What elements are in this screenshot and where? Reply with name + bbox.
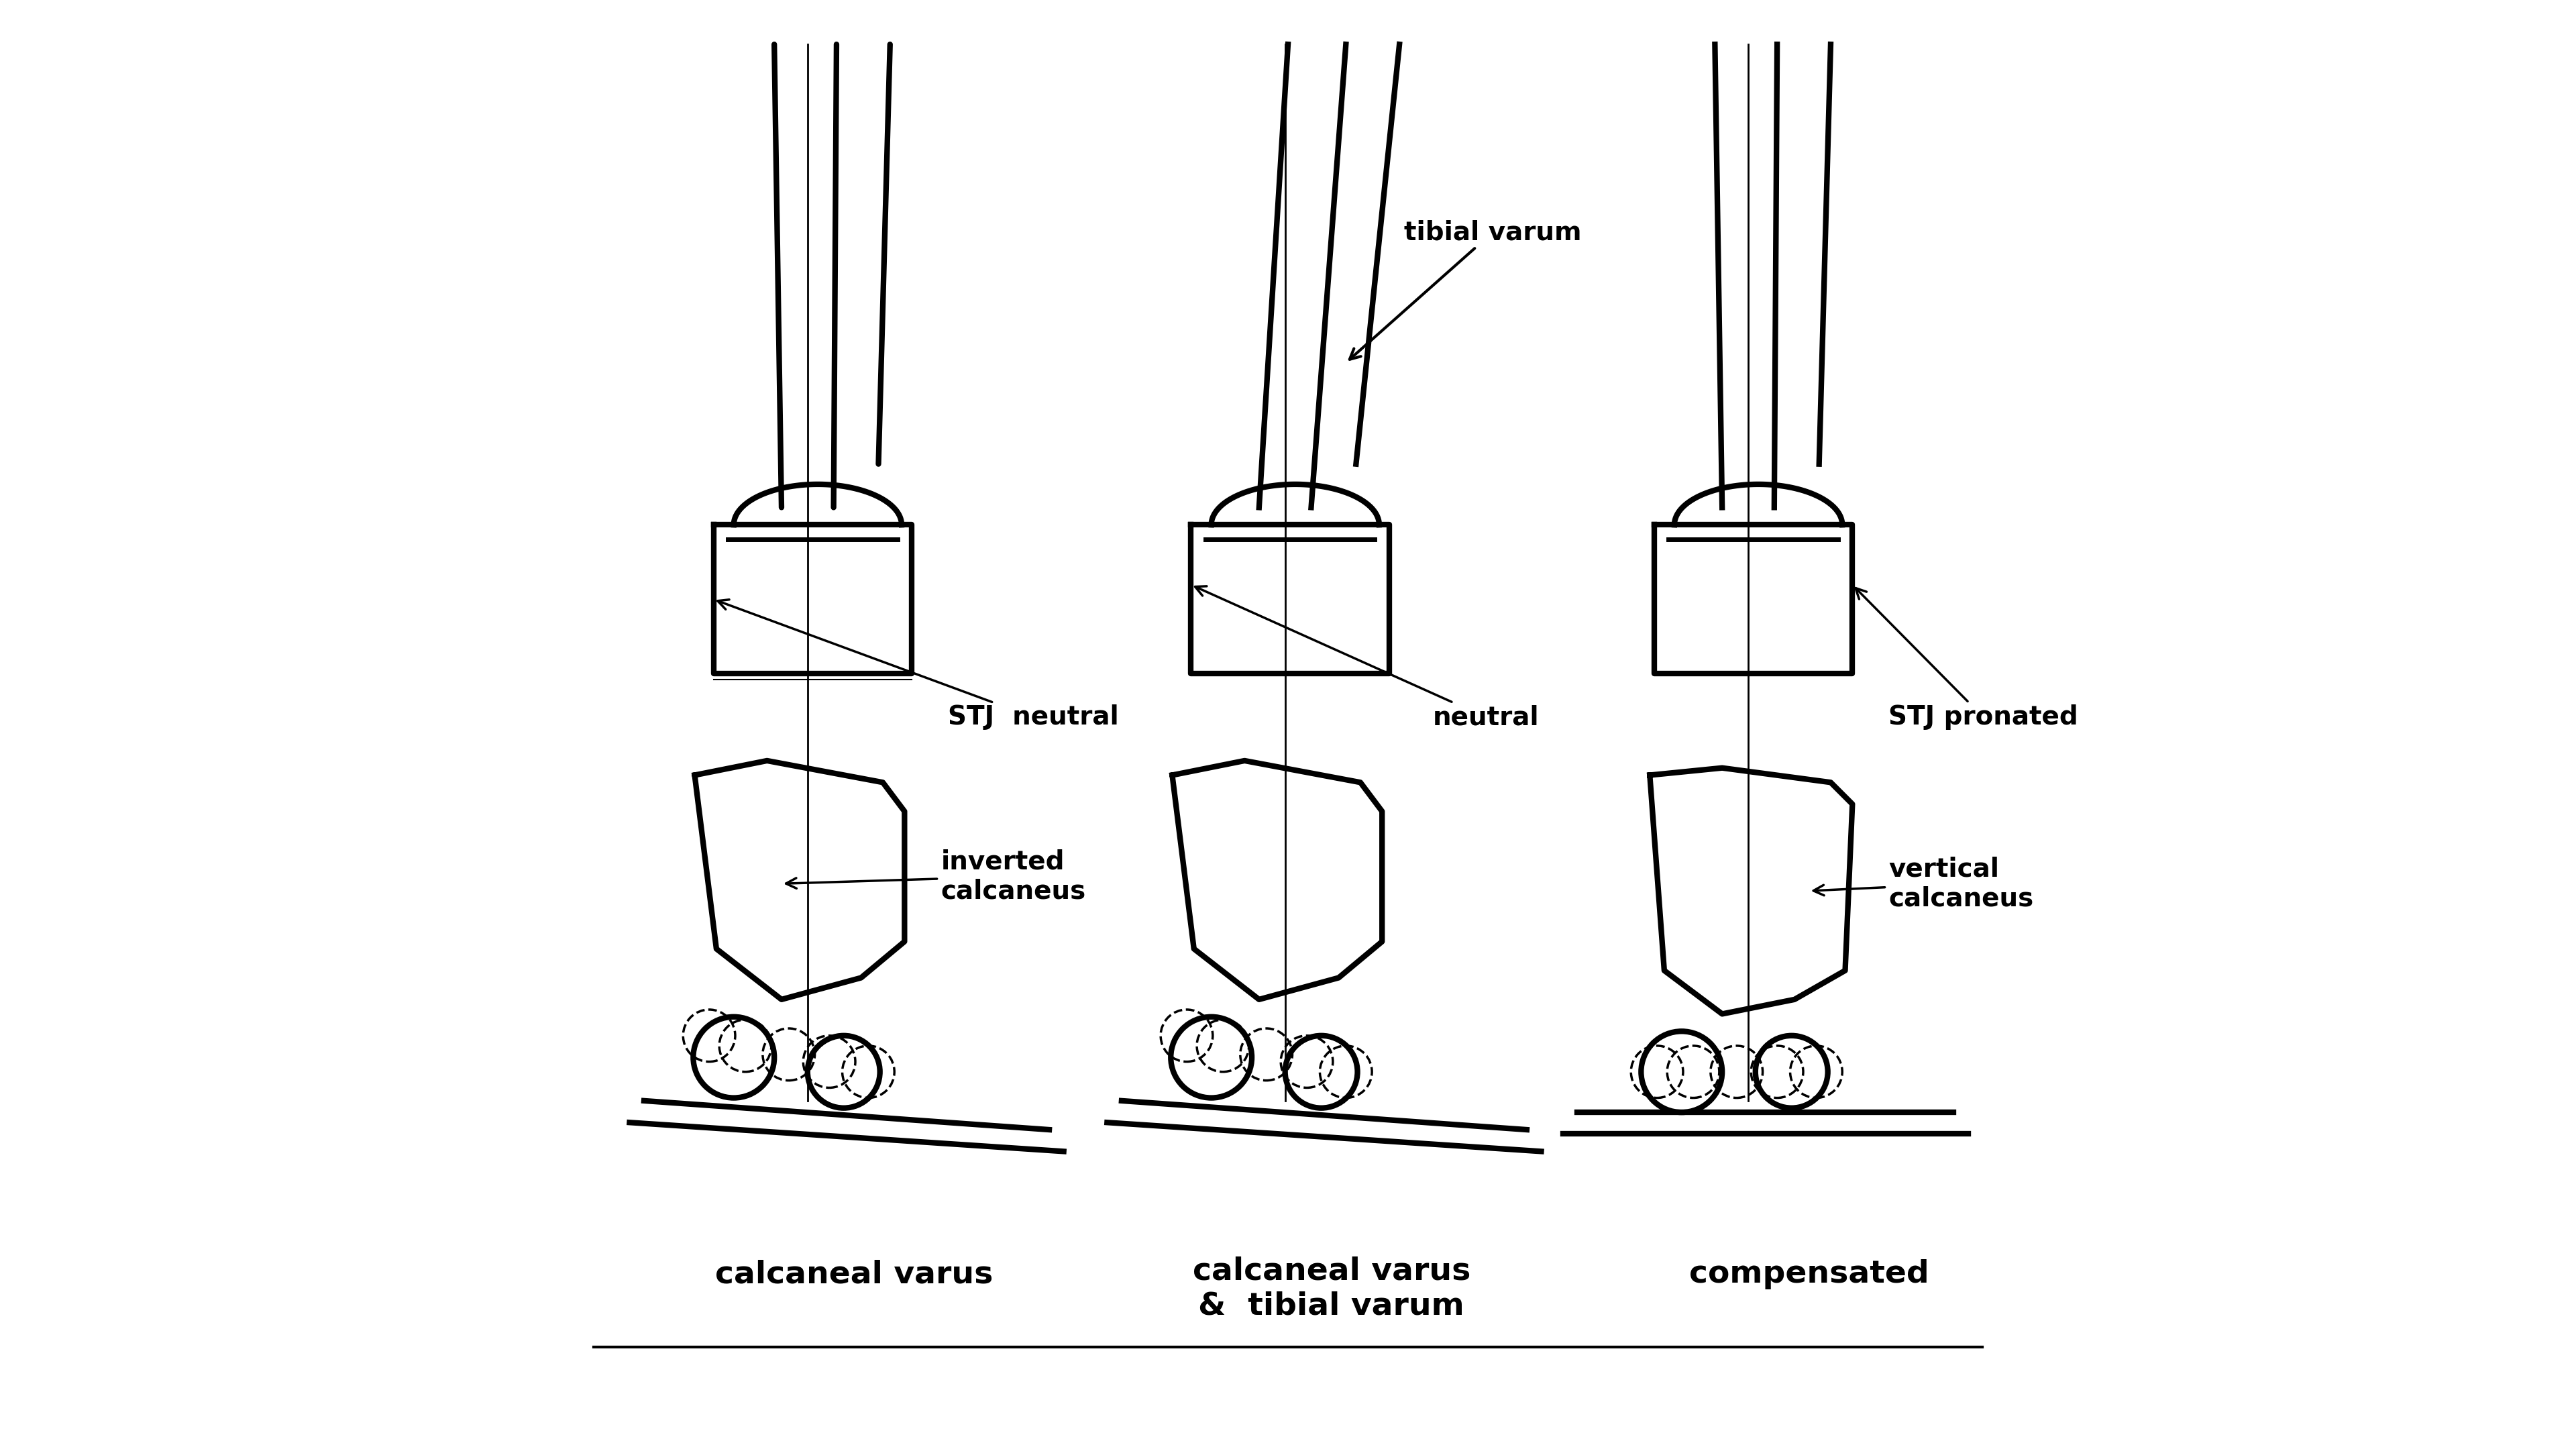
- Text: compensated: compensated: [1690, 1259, 1929, 1290]
- Text: vertical
calcaneus: vertical calcaneus: [1814, 856, 2032, 911]
- Text: calcaneal varus: calcaneal varus: [716, 1259, 992, 1290]
- Text: STJ  neutral: STJ neutral: [719, 600, 1118, 730]
- Text: neutral: neutral: [1195, 587, 1538, 730]
- Text: tibial varum: tibial varum: [1350, 220, 1582, 359]
- Text: calcaneal varus
&  tibial varum: calcaneal varus & tibial varum: [1193, 1256, 1471, 1321]
- Text: STJ pronated: STJ pronated: [1855, 588, 2079, 730]
- Text: inverted
calcaneus: inverted calcaneus: [786, 849, 1084, 904]
